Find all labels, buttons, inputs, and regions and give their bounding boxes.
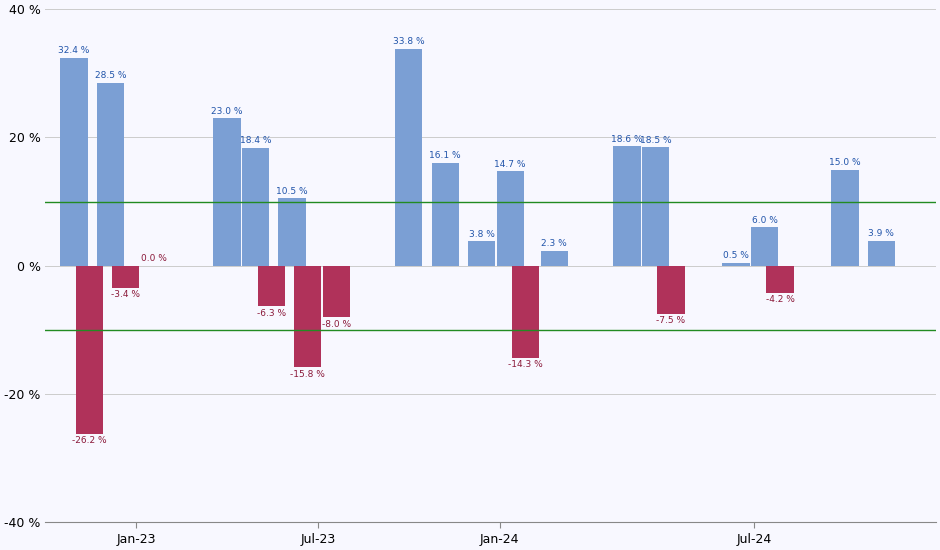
Text: 32.4 %: 32.4 % [58, 46, 89, 56]
Bar [213, 118, 241, 266]
Bar [395, 49, 422, 266]
Bar [431, 162, 459, 266]
Bar [468, 241, 495, 266]
Text: 3.9 %: 3.9 % [869, 229, 894, 238]
Bar [278, 199, 306, 266]
Text: 15.0 %: 15.0 % [829, 158, 861, 167]
Bar [751, 227, 778, 266]
Bar [112, 266, 139, 288]
Text: 14.7 %: 14.7 % [494, 160, 525, 169]
Text: -26.2 %: -26.2 % [72, 437, 107, 446]
Text: 23.0 %: 23.0 % [212, 107, 243, 116]
Text: -4.2 %: -4.2 % [765, 295, 794, 304]
Bar [642, 147, 669, 266]
Bar [722, 262, 749, 266]
Bar [60, 58, 87, 266]
Bar [540, 251, 568, 266]
Bar [831, 169, 858, 266]
Bar [613, 146, 640, 266]
Bar [496, 172, 524, 266]
Text: 3.8 %: 3.8 % [469, 230, 494, 239]
Text: 16.1 %: 16.1 % [430, 151, 461, 160]
Bar [322, 266, 350, 317]
Bar [512, 266, 540, 358]
Text: -8.0 %: -8.0 % [321, 320, 351, 329]
Text: 10.5 %: 10.5 % [276, 187, 308, 196]
Bar [97, 83, 124, 266]
Text: -7.5 %: -7.5 % [656, 316, 685, 326]
Bar [657, 266, 684, 314]
Text: -14.3 %: -14.3 % [509, 360, 543, 369]
Text: -3.4 %: -3.4 % [111, 290, 140, 299]
Text: 0.5 %: 0.5 % [723, 251, 749, 260]
Bar [243, 148, 270, 266]
Bar [258, 266, 285, 306]
Bar [76, 266, 103, 434]
Bar [766, 266, 793, 293]
Text: 0.0 %: 0.0 % [142, 254, 167, 263]
Text: 33.8 %: 33.8 % [393, 37, 425, 46]
Text: 18.6 %: 18.6 % [611, 135, 643, 144]
Text: 2.3 %: 2.3 % [541, 239, 567, 249]
Bar [868, 241, 895, 266]
Bar [294, 266, 321, 367]
Text: 28.5 %: 28.5 % [95, 72, 126, 80]
Text: -6.3 %: -6.3 % [257, 309, 286, 318]
Text: -15.8 %: -15.8 % [290, 370, 325, 379]
Text: 18.5 %: 18.5 % [640, 135, 671, 145]
Text: 18.4 %: 18.4 % [240, 136, 272, 145]
Text: 6.0 %: 6.0 % [752, 216, 777, 225]
